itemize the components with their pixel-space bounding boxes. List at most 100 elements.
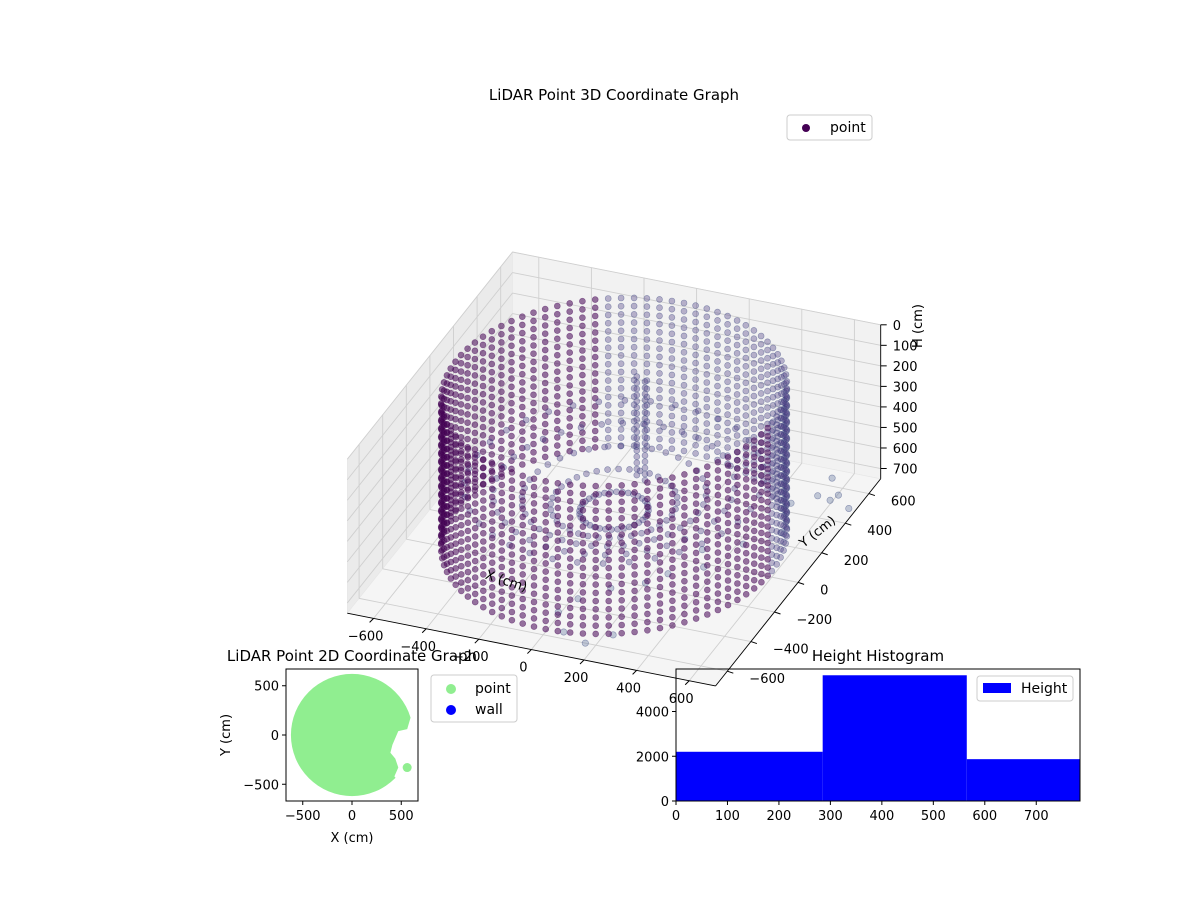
point-marker [471,582,479,590]
point-marker [764,473,772,481]
point-marker [742,582,750,590]
point-marker [777,414,784,422]
point-marker [774,383,782,391]
point-marker [488,534,496,542]
point-marker [554,545,562,553]
point-marker [668,379,676,387]
point-marker [591,427,599,435]
point-marker [579,421,586,428]
point-marker [579,556,587,563]
point-marker [633,434,641,442]
point-marker [783,385,791,392]
point-marker [714,349,721,357]
point-marker [554,603,562,610]
point-marker [703,387,711,395]
point-marker [471,380,479,388]
point-marker [617,343,625,351]
point-marker [758,496,765,504]
point-marker [681,610,688,618]
point-marker [508,416,515,424]
point-marker [604,385,612,393]
point-marker [479,464,487,471]
point-marker [508,391,515,399]
point-marker [561,547,568,555]
point-marker [518,461,526,468]
chart-2d-title: LiDAR Point 2D Coordinate Graph [227,647,477,665]
point-marker [680,307,688,315]
grid-line [382,568,751,643]
point-marker [656,542,664,550]
point-marker [488,501,496,509]
point-marker [714,549,722,556]
point-marker [541,338,549,346]
point-marker [680,348,688,356]
point-marker [630,327,638,335]
point-marker [692,425,699,433]
point-marker [457,433,465,441]
point-marker [758,488,765,496]
point-marker [656,591,664,599]
point-marker [668,346,676,354]
point-marker [488,360,496,368]
point-marker [579,380,586,387]
point-marker [530,407,537,415]
point-marker [605,482,613,490]
point-marker [758,480,765,487]
point-marker [692,400,699,408]
point-marker [631,562,638,570]
point-marker [579,297,586,305]
point-marker [488,368,496,376]
point-marker [774,391,782,399]
point-marker [724,577,732,584]
point-marker [579,630,587,637]
point-marker [570,449,578,457]
point-marker [757,390,765,397]
point-marker [733,366,741,374]
x-tick [527,649,532,654]
point-marker [757,381,765,389]
point-marker [764,523,772,530]
point-marker [488,409,496,417]
point-marker [660,423,667,431]
point-marker [773,429,781,437]
point-marker [457,497,465,504]
point-marker [724,320,731,328]
point-marker [452,474,460,482]
point-marker [553,401,561,408]
point-marker [595,398,603,406]
point-marker [681,586,688,593]
point-marker [530,508,538,515]
point-marker [518,387,526,394]
point-marker [498,580,506,587]
point-marker [714,532,722,540]
point-marker [631,579,638,587]
point-marker [522,416,530,424]
point-marker [644,561,651,568]
point-marker [479,399,487,406]
point-marker [669,474,676,481]
point-marker [452,573,460,580]
point-marker [591,444,599,451]
point-marker [643,327,651,335]
point-marker [479,472,487,480]
point-marker [734,481,741,489]
point-marker [498,514,506,522]
point-marker [604,303,612,311]
point-marker [758,545,765,553]
point-marker [692,359,699,367]
point-marker [471,541,479,548]
point-marker [703,545,711,553]
point-marker [656,296,663,303]
point-marker [604,295,612,302]
point-marker [508,510,516,517]
point-marker [566,620,574,628]
point-marker [471,347,479,355]
point-marker [518,444,526,452]
point-marker [479,423,487,431]
point-marker [668,338,676,346]
point-marker [758,439,765,446]
point-marker [566,365,574,373]
point-marker [592,589,600,597]
point-marker [656,443,663,451]
point-marker [592,630,600,638]
